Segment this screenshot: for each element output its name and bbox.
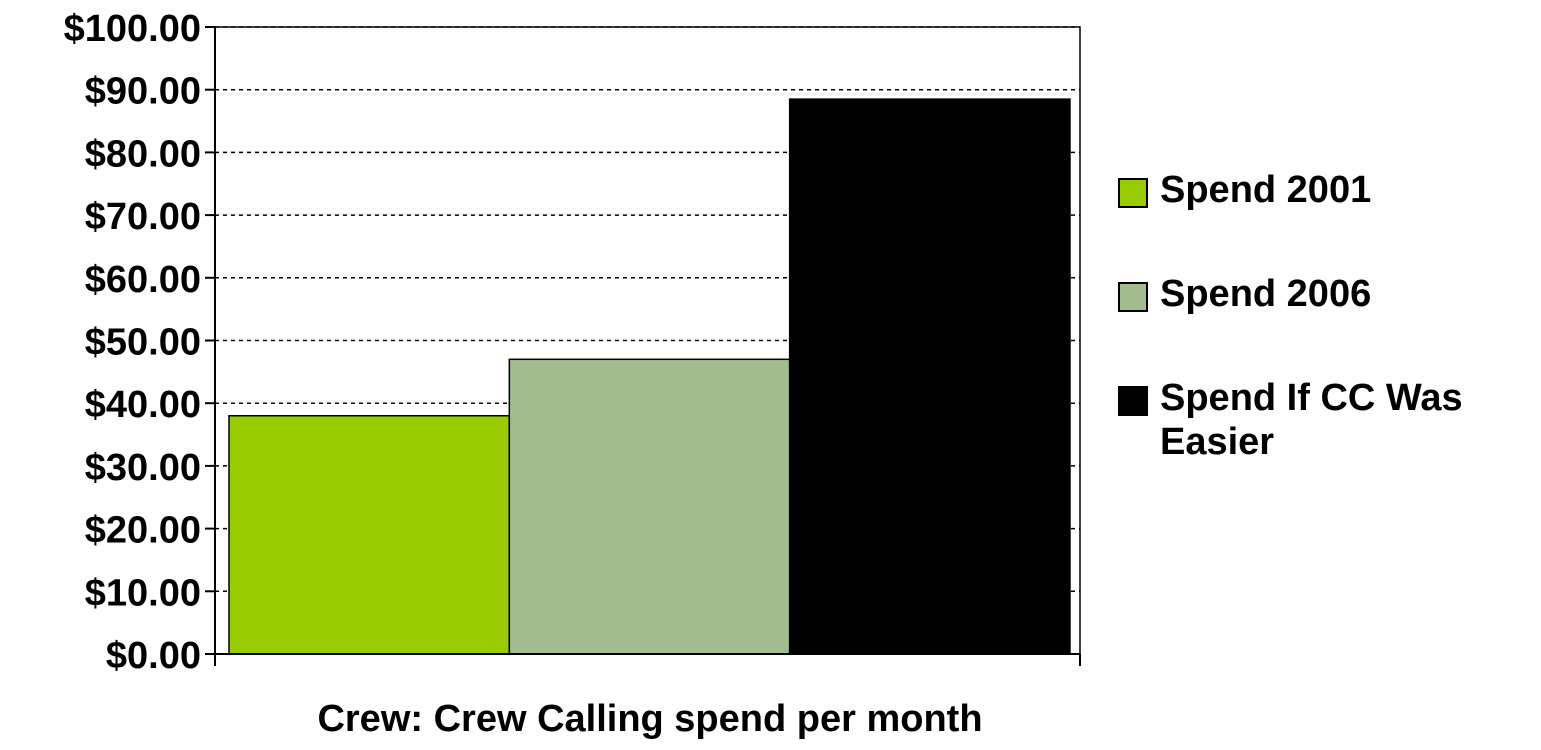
bar-spend-2001 <box>228 414 511 655</box>
y-tick-label: $60.00 <box>85 259 201 301</box>
y-tick-label: $90.00 <box>85 71 201 113</box>
y-tick-label: $30.00 <box>85 447 201 489</box>
legend-item-spend-if-cc-was-easier: Spend If CC Was Easier <box>1118 376 1538 464</box>
y-tick-label: $10.00 <box>85 572 201 614</box>
bars <box>228 98 1071 655</box>
legend-item-spend-2001: Spend 2001 <box>1118 168 1538 212</box>
y-tick-label: $70.00 <box>85 196 201 238</box>
y-tick-label: $0.00 <box>106 635 201 677</box>
y-tick-labels: $0.00 $10.00 $20.00 $30.00 $40.00 $50.00 $60.0… <box>64 8 201 677</box>
legend-label-spend-if-cc-was-easier: Spend If CC Was Easier <box>1160 377 1463 463</box>
y-tick-label: $100.00 <box>64 8 201 50</box>
axes <box>205 26 1081 666</box>
y-tick-label: $20.00 <box>85 510 201 552</box>
legend-swatch-spend-2006 <box>1118 282 1148 312</box>
x-axis-label: Crew: Crew Calling spend per month <box>317 698 983 740</box>
y-tick-label: $50.00 <box>85 322 201 364</box>
legend-swatch-spend-2001 <box>1118 178 1148 208</box>
y-tick-label: $40.00 <box>85 384 201 426</box>
bar-spend-2006 <box>508 358 791 655</box>
legend-label-spend-2006: Spend 2006 <box>1160 273 1372 315</box>
y-tick-label: $80.00 <box>85 133 201 175</box>
legend-swatch-spend-if-cc-was-easier <box>1118 386 1148 416</box>
legend-label-spend-2001: Spend 2001 <box>1160 169 1372 211</box>
legend-item-spend-2006: Spend 2006 <box>1118 272 1538 316</box>
bar-spend-if-cc-was-easier <box>788 98 1071 655</box>
legend: Spend 2001 Spend 2006 Spend If CC Was Ea… <box>1118 168 1538 464</box>
